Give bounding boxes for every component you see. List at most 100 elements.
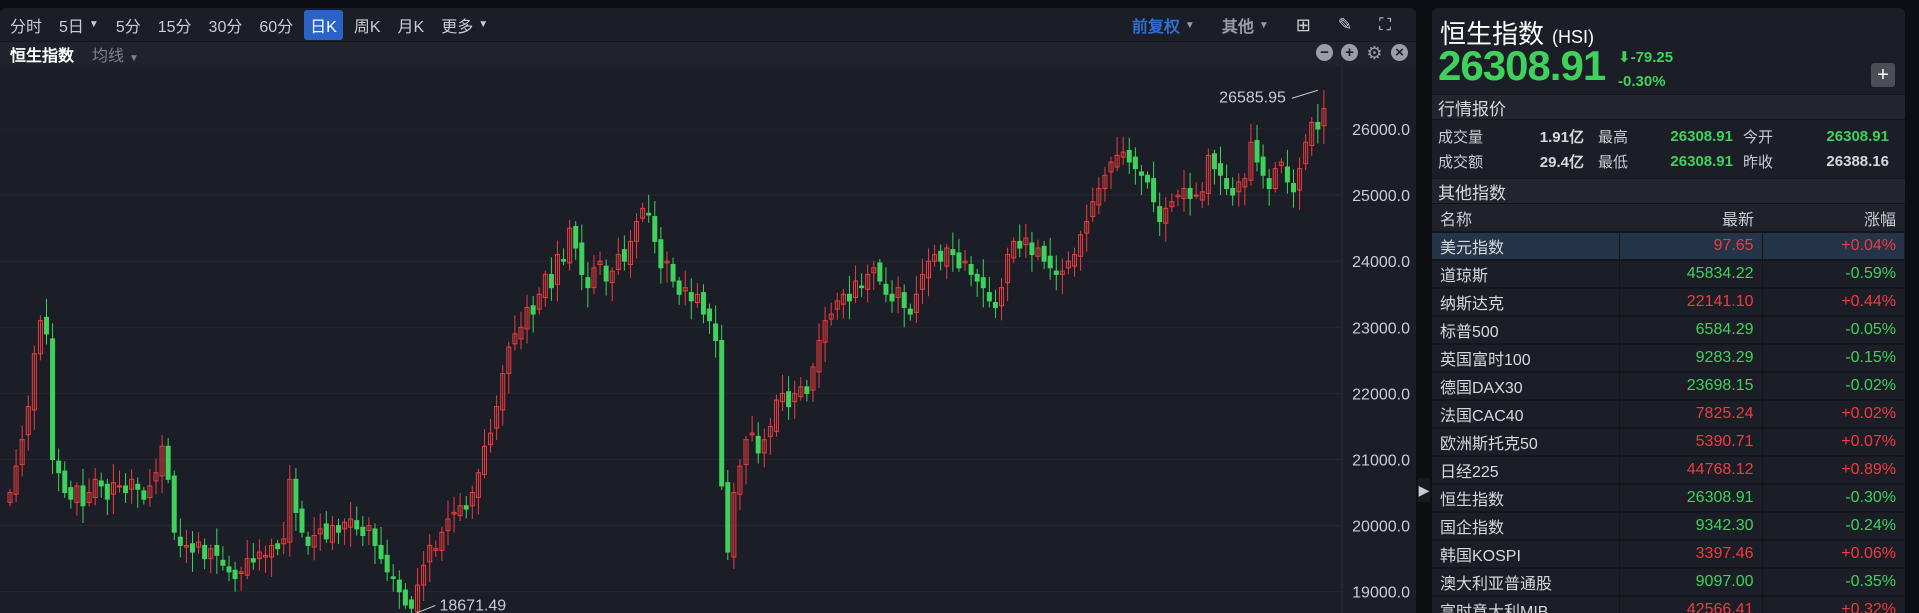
close-icon[interactable]: × [1391,44,1408,61]
index-row[interactable]: 澳大利亚普通股 9097.00 -0.35% [1432,568,1904,597]
period-weekly[interactable]: 周K [353,18,381,36]
index-row[interactable]: 恒生指数 26308.91 -0.30% [1432,484,1904,513]
adjust-dropdown[interactable]: 前复权 ▼ [1131,19,1195,36]
candle-body [1199,191,1205,201]
candle-body [944,247,950,267]
candle-body [1303,141,1309,165]
candle-body [664,260,670,264]
candle-body [1169,201,1175,208]
y-tick-label: 21000.0 [1352,453,1410,470]
quote-cell: 昨收 [1743,154,1774,171]
candle-body [1120,151,1126,158]
add-watchlist-button[interactable]: + [1871,63,1895,87]
index-row[interactable]: 国企指数 9342.30 -0.24% [1432,512,1904,541]
candle-body [871,267,877,274]
candle-body [1266,178,1272,189]
zoom-out-icon[interactable]: − [1316,44,1333,61]
index-row[interactable]: 英国富时100 9283.29 -0.15% [1432,344,1904,373]
candle-body [469,492,475,507]
index-row[interactable]: 道琼斯 45834.22 -0.59% [1432,260,1904,289]
period-30min[interactable]: 30分 [208,18,243,36]
settings-gear-icon[interactable]: ⚙ [1366,42,1383,63]
candle-body [311,535,317,548]
index-row[interactable]: 美元指数 97.65 +0.04% [1432,232,1904,261]
candle-body [883,283,889,295]
candle-body [354,520,360,530]
quote-cell: 成交额 [1438,154,1484,171]
index-row[interactable]: 标普500 6584.29 -0.05% [1432,316,1904,345]
quote-cell: 1.91亿 [1539,129,1584,146]
period-5min[interactable]: 5分 [115,18,141,36]
fullscreen-icon[interactable]: ⛶ [1379,15,1391,34]
candle-body [567,227,573,264]
candle-body [287,478,293,543]
candle-body [828,313,834,320]
index-row[interactable]: 韩国KOSPI 3397.46 +0.06% [1432,540,1904,569]
period-60min[interactable]: 60分 [259,18,294,36]
candle-body [1126,149,1132,163]
candle-body [548,273,554,289]
candle-body [1132,156,1138,170]
layout-grid-icon[interactable]: ⊞ [1295,14,1311,35]
candle-body [74,485,80,503]
index-row[interactable]: 欧洲斯托克50 5390.71 +0.07% [1432,428,1904,457]
candle-body [536,293,542,310]
period-intraday[interactable]: 分时 [10,18,43,36]
index-name: 恒生指数 [1432,484,1620,513]
candle-body [390,576,396,579]
index-latest: 97.65 [1619,232,1763,261]
min-price-label: 18671.49 [439,597,506,613]
brush-icon[interactable]: ✎ [1337,15,1353,34]
candle-body [25,406,31,436]
candle-body [919,273,925,290]
period-daily[interactable]: 日K [304,9,343,40]
candle-body [767,425,773,437]
index-row[interactable]: 法国CAC40 7825.24 +0.02% [1432,400,1904,429]
quote-cell: 26388.16 [1826,153,1889,170]
candle-body [962,260,968,264]
candle-body [1236,181,1242,193]
period-more[interactable]: 更多 ▼ [441,18,489,36]
period-monthly[interactable]: 月K [397,18,425,36]
index-row[interactable]: 德国DAX30 23698.15 -0.02% [1432,372,1904,401]
candle-body [652,216,658,242]
candle-body [500,373,506,411]
zoom-in-icon[interactable]: + [1341,44,1358,61]
other-dropdown[interactable]: 其他 ▼ [1221,19,1269,36]
index-row[interactable]: 富时意大利MIB 42566.41 +0.32% [1432,596,1904,613]
candlestick-chart[interactable]: 19000.0 20000.0 21000.0 22000.0 23000.0 24000… [0,66,1416,613]
chevron-down-icon: ▼ [1184,19,1195,31]
period-5day[interactable]: 5日 ▼ [59,18,99,36]
candle-body [1102,174,1108,189]
period-15min[interactable]: 15分 [157,18,192,36]
candle-body [999,287,1005,307]
candle-body [816,340,822,373]
index-name: 富时意大利MIB [1432,596,1620,613]
candle-body [262,554,268,558]
col-latest: 最新 [1619,204,1762,233]
candle-body [1017,240,1023,249]
candle-body [792,392,798,403]
candle-body [591,267,597,289]
y-tick-label: 19000.0 [1352,585,1410,602]
candle-body [731,492,737,558]
candle-body [1278,161,1284,166]
candle-body [992,302,998,308]
candle-body [329,525,335,543]
candle-body [43,316,49,335]
index-row[interactable]: 纳斯达克 22141.10 +0.44% [1432,288,1904,317]
candle-body [1218,163,1224,176]
candle-body [250,558,256,563]
candle-body [129,478,135,490]
candle-body [865,273,871,290]
candle-body [859,285,865,289]
last-price: 26308.91 [1438,42,1606,89]
indicator-dropdown[interactable]: 均线 ▼ [92,48,139,65]
candle-body [646,212,652,216]
index-row[interactable]: 日经225 44768.12 +0.89% [1432,456,1904,485]
index-latest: 9342.30 [1619,512,1763,541]
index-change: +0.32% [1762,596,1904,613]
candle-body [670,264,676,282]
candle-body [603,265,609,282]
collapse-arrow-icon[interactable]: ▶ [1418,478,1430,502]
